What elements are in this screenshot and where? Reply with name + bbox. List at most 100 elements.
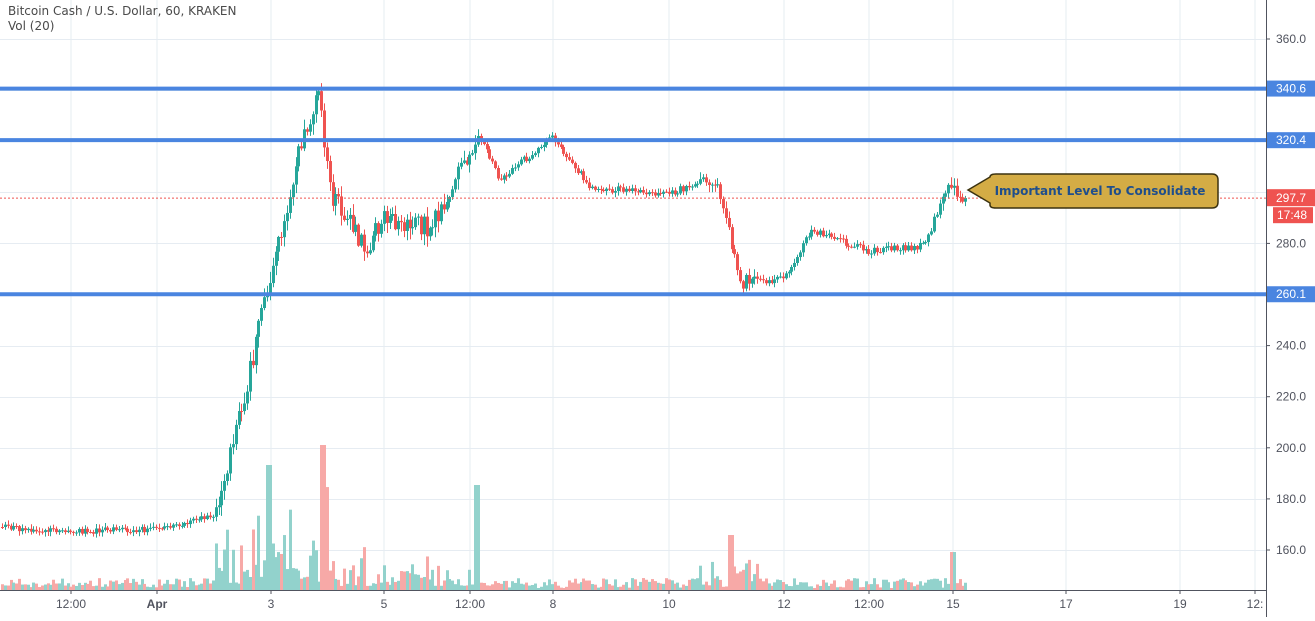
volume-bar	[414, 574, 417, 590]
time-tick-label[interactable]: 17	[1059, 597, 1073, 611]
volume-bar	[839, 586, 842, 590]
price-tick-label[interactable]: 280.0	[1276, 236, 1306, 250]
level-price-label-bg[interactable]	[1267, 80, 1315, 97]
level-price-label[interactable]: 260.1	[1276, 287, 1306, 301]
callout-balloon-shape[interactable]	[966, 173, 1219, 209]
candle-body	[38, 531, 41, 533]
price-tick-label[interactable]: 160.0	[1276, 543, 1306, 557]
candle-body	[89, 532, 92, 534]
level-price-label[interactable]: 320.4	[1276, 133, 1306, 147]
annotation-text: Important Level To Consolidate	[994, 184, 1206, 198]
volume-bar	[594, 584, 597, 590]
candle-body	[337, 193, 340, 197]
annotation-callout[interactable]: Important Level To Consolidate	[984, 175, 1216, 207]
volume-bar	[283, 535, 286, 590]
candle-body	[115, 527, 118, 530]
volume-bar	[742, 569, 745, 590]
volume-bar	[141, 579, 144, 590]
candle-body	[759, 278, 762, 280]
candle-body	[486, 144, 489, 150]
volume-bar	[953, 552, 956, 590]
candle-body	[543, 144, 546, 147]
price-tick-label[interactable]: 200.0	[1276, 441, 1306, 455]
candle-body	[394, 214, 397, 230]
candle-body	[118, 529, 121, 531]
volume-bar	[887, 582, 890, 590]
volume-bar	[893, 581, 896, 590]
candle-body	[916, 246, 919, 250]
symbol-title[interactable]: Bitcoin Cash / U.S. Dollar, 60, KRAKEN	[8, 4, 237, 18]
volume-bar	[474, 485, 477, 590]
candle-body	[283, 221, 286, 238]
volume-bar	[930, 579, 933, 590]
volume-bar	[896, 580, 899, 590]
volume-bar	[249, 576, 252, 590]
volume-bar	[109, 580, 112, 590]
volume-bar	[118, 584, 121, 590]
candle-body	[682, 186, 685, 192]
candle-body	[942, 196, 945, 204]
time-tick-label[interactable]: Apr	[147, 597, 168, 611]
volume-bar	[126, 578, 129, 590]
volume-indicator-label[interactable]: Vol (20)	[8, 19, 55, 33]
price-tick-label[interactable]: 360.0	[1276, 32, 1306, 46]
candle-body	[679, 186, 682, 194]
volume-bar	[232, 549, 235, 590]
price-tick-label[interactable]: 220.0	[1276, 390, 1306, 404]
volume-bar	[631, 578, 634, 590]
callout-balloon[interactable]	[966, 173, 1219, 209]
level-price-label-bg[interactable]	[1267, 132, 1315, 149]
level-price-label-bg[interactable]	[1267, 286, 1315, 303]
volume-bar	[215, 543, 218, 590]
volume-bar	[676, 582, 679, 590]
volume-bar	[169, 584, 172, 590]
candle-body	[953, 185, 956, 188]
candle-body	[491, 158, 494, 162]
time-tick-label[interactable]: 5	[381, 597, 388, 611]
time-tick-label[interactable]: 3	[268, 597, 275, 611]
volume-bar	[354, 585, 357, 590]
volume-bar	[55, 583, 58, 590]
candle-body	[138, 529, 141, 533]
candle-body	[511, 168, 514, 174]
price-tick-label[interactable]: 180.0	[1276, 492, 1306, 506]
candle-body	[517, 164, 520, 168]
time-tick-label[interactable]: 10	[662, 597, 676, 611]
candle-body	[75, 532, 78, 534]
time-tick-label[interactable]: 8	[550, 597, 557, 611]
candle-body	[702, 177, 705, 180]
volume-bar	[523, 584, 526, 590]
volume-bar	[132, 578, 135, 590]
time-tick-label[interactable]: 12:00	[56, 597, 86, 611]
volume-bar	[386, 581, 389, 590]
time-tick-label[interactable]: 12:	[1247, 597, 1264, 611]
level-price-label[interactable]: 340.6	[1276, 82, 1306, 96]
time-tick-label[interactable]: 19	[1173, 597, 1187, 611]
candle-body	[263, 297, 266, 309]
candle-body	[454, 179, 457, 190]
time-tick-label[interactable]: 12:00	[455, 597, 485, 611]
volume-bar	[466, 585, 469, 590]
volume-bar	[121, 582, 124, 590]
volume-bar	[89, 580, 92, 590]
candle-body	[366, 251, 369, 254]
candle-body	[956, 185, 959, 197]
horizontal-levels[interactable]	[0, 86, 1266, 297]
time-tick-label[interactable]: 12	[777, 597, 791, 611]
candle-body	[389, 216, 392, 223]
volume-bar	[124, 579, 127, 590]
volume-bar	[235, 582, 238, 590]
volume-bar	[525, 582, 528, 590]
candle-body	[309, 124, 312, 132]
candle-body	[468, 154, 471, 165]
volume-bar	[329, 570, 332, 590]
volume-bar	[828, 585, 831, 590]
time-tick-label[interactable]: 12:00	[854, 597, 884, 611]
volume-bar	[363, 547, 366, 590]
price-tick-label[interactable]: 240.0	[1276, 339, 1306, 353]
volume-bar	[771, 585, 774, 590]
time-tick-label[interactable]: 15	[946, 597, 960, 611]
volume-bar	[836, 587, 839, 590]
